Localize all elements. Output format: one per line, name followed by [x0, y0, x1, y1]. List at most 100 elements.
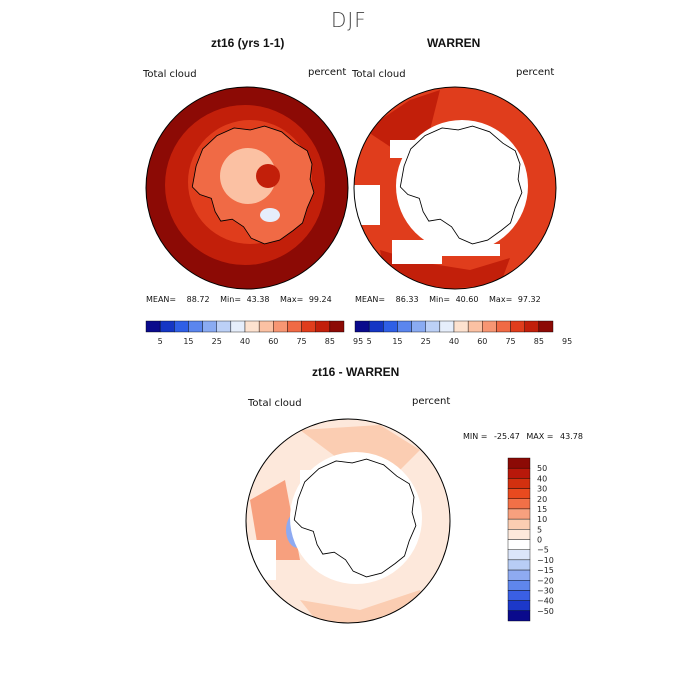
panel-2-nodata-c — [392, 240, 442, 264]
panel-2-colorbar-tick-label-1: 15 — [392, 337, 402, 346]
panel-1-boundary — [145, 86, 349, 290]
panel-2-colorbar-swatch-4 — [411, 320, 426, 333]
panel-3-nodata-b — [300, 470, 322, 490]
panel-3-colorbar-tick-label-3: 20 — [537, 495, 547, 504]
panel-2-min-value: 40.60 — [455, 295, 479, 304]
panel-2-nodata-d — [440, 244, 500, 256]
panel-3-colorbar-swatch-4 — [507, 498, 531, 510]
panel-1-colorbar-swatch-12 — [315, 320, 331, 333]
panel-2-variable-label: Total cloud — [352, 69, 406, 80]
panel-2-colorbar-swatch-10 — [496, 320, 511, 333]
panel-1-colorbar-swatch-9 — [273, 320, 288, 333]
panel-2-colorbar-swatch-12 — [524, 320, 540, 333]
panel-3-colorbar-swatch-8 — [507, 539, 531, 550]
figure-supertitle: DJF — [331, 8, 367, 32]
panel-2-colorbar-swatch-1 — [368, 320, 384, 333]
panel-1-colorbar-swatch-2 — [174, 320, 189, 333]
panel-1-colorbar-swatch-11 — [301, 320, 316, 333]
panel-1-max-value: 99.24 — [308, 295, 332, 304]
panel-3-colorbar-tick-label-14: −50 — [537, 607, 554, 616]
panel-2-max-value: 97.32 — [517, 295, 541, 304]
panel-1-colorbar-swatch-5 — [216, 320, 232, 333]
panel-2-nodata-interior — [396, 120, 528, 252]
panel-2-colorbar-tick-label-3: 40 — [449, 337, 459, 346]
panel-1-colorbar-swatch-8 — [258, 320, 274, 333]
panel-2-colorbar-swatch-9 — [482, 320, 497, 333]
panel-1-interior-low — [220, 148, 276, 204]
panel-3-coastline — [293, 458, 417, 578]
panel-1-colorbar-tick-label-6: 85 — [325, 337, 335, 346]
panel-2-min-label: Min= — [429, 295, 451, 304]
panel-2-colorbar-tick-label-0: 5 — [367, 337, 372, 346]
panel-1-colorbar: 5 15 25 40 60 75 85 95 — [145, 320, 363, 346]
panel-1-minimum-patch — [260, 208, 280, 222]
panel-2-unit-label: percent — [516, 67, 555, 78]
panel-1-ocean-field — [146, 87, 348, 289]
panel-2-map — [353, 86, 557, 290]
panel-3-min-value: -25.47 — [494, 432, 520, 441]
panel-3-colorbar-tick-label-8: −5 — [537, 546, 549, 555]
panel-2-colorbar-tick-label-7: 95 — [562, 337, 572, 346]
panel-1-interior-min — [256, 164, 280, 188]
panel-2-colorbar-swatch-11 — [510, 320, 525, 333]
panel-3-colorbar-tick-label-11: −20 — [537, 576, 554, 585]
panel-1-continent-fill — [192, 126, 314, 244]
panel-1-colorbar-tick-label-7: 95 — [353, 337, 363, 346]
panel-2-colorbar-swatch-0 — [354, 320, 370, 333]
panel-3-colorbar-swatch-3 — [507, 488, 531, 499]
panel-3-colorbar-swatch-2 — [507, 478, 531, 489]
panel-1-stats: MEAN= 88.72 Min= 43.38 Max= 99.24 — [146, 295, 332, 304]
panel-1-min-label: Min= — [220, 295, 242, 304]
panel-1-mean-label: MEAN= — [146, 295, 177, 304]
panel-1-coastline — [191, 125, 315, 245]
panel-2-max-label: Max= — [489, 295, 513, 304]
panel-1-colorbar-tick-label-5: 75 — [296, 337, 306, 346]
panel-3-negative-patch — [286, 512, 310, 548]
panel-1-colorbar-swatch-10 — [287, 320, 302, 333]
panel-1-mean-value: 88.72 — [186, 295, 210, 304]
panel-3-colorbar-swatch-12 — [507, 580, 531, 591]
panel-2-colorbar-tick-label-2: 25 — [421, 337, 431, 346]
panel-2-colorbar-swatch-5 — [425, 320, 441, 333]
panel-2-stats: MEAN= 86.33 Min= 40.60 Max= 97.32 — [355, 295, 541, 304]
panel-3-positive-patch-c — [300, 590, 430, 623]
panel-2-colorbar-tick-label-6: 85 — [534, 337, 544, 346]
panel-3-colorbar-tick-label-5: 10 — [537, 515, 547, 524]
panel-1-title: zt16 (yrs 1-1) — [211, 36, 285, 50]
panel-2-nodata-b — [390, 140, 418, 158]
panel-2-boundary — [353, 86, 557, 290]
panel-3-variable-label: Total cloud — [248, 398, 302, 409]
panel-1-colorbar-swatch-7 — [244, 320, 260, 333]
panel-2-colorbar-swatch-6 — [439, 320, 455, 333]
panel-3-colorbar-swatch-5 — [507, 508, 531, 520]
panel-1-colorbar-tick-label-3: 40 — [240, 337, 250, 346]
panel-3-boundary — [245, 418, 451, 624]
panel-1-unit-label: percent — [308, 67, 347, 78]
panel-3-colorbar-swatch-14 — [507, 600, 531, 612]
panel-3-map — [245, 418, 451, 624]
panel-3-colorbar-swatch-10 — [507, 559, 531, 571]
panel-3-colorbar-tick-label-9: −10 — [537, 556, 554, 565]
panel-1-colorbar-swatch-6 — [230, 320, 246, 333]
panel-1-colorbar-swatch-13 — [329, 320, 345, 333]
panel-3-colorbar-tick-label-10: −15 — [537, 566, 554, 575]
panel-1-max-label: Max= — [280, 295, 304, 304]
panel-1-ring-high — [165, 105, 325, 265]
panel-2-coastline — [399, 125, 523, 245]
panel-2-colorbar-tick-label-5: 75 — [505, 337, 515, 346]
panel-3-colorbar-tick-label-6: 5 — [537, 525, 542, 534]
panel-2-highcloud-lower — [380, 250, 510, 289]
panel-1-variable-label: Total cloud — [143, 69, 197, 80]
panel-1-colorbar-tick-label-0: 5 — [158, 337, 163, 346]
panel-3-min-label: MIN = — [463, 432, 488, 441]
panel-2-colorbar-tick-label-4: 60 — [477, 337, 487, 346]
panel-1-colorbar-swatch-0 — [145, 320, 161, 333]
panel-2-colorbar-swatch-7 — [453, 320, 469, 333]
panel-1-colorbar-swatch-3 — [188, 320, 203, 333]
panel-3-colorbar-swatch-13 — [507, 590, 531, 601]
panel-1-colorbar-tick-label-2: 25 — [212, 337, 222, 346]
panel-1-min-value: 43.38 — [246, 295, 270, 304]
panel-3-colorbar-tick-label-0: 50 — [537, 464, 547, 473]
panel-3-unit-label: percent — [412, 396, 451, 407]
